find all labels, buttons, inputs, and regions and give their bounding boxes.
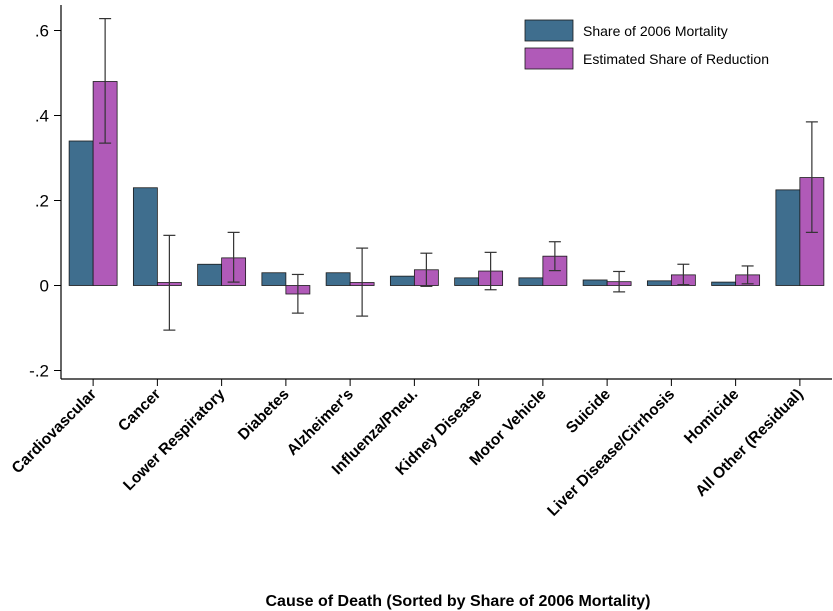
bar-mortality-5 — [389, 275, 415, 286]
error-bar-3 — [291, 273, 304, 314]
bar-mortality-2 — [197, 263, 223, 286]
error-bars-layer — [99, 18, 818, 331]
error-bar-7 — [548, 241, 561, 272]
legend-entry-0: Share of 2006 Mortality — [524, 19, 728, 42]
error-bar-5 — [420, 252, 433, 287]
bar-mortality-7 — [518, 277, 544, 286]
bar-mortality-6 — [454, 277, 480, 286]
legend: Share of 2006 Mortality Estimated Share o… — [524, 19, 769, 70]
error-bar-6 — [484, 251, 497, 291]
category-label-0: Cardiovascular — [9, 386, 100, 477]
y-tick-label-4: .6 — [35, 22, 49, 41]
category-label-9: Liver Disease/Cirrhosis — [544, 386, 678, 520]
y-tick-label-3: .4 — [35, 107, 49, 126]
error-bar-1 — [163, 234, 176, 331]
bar-mortality-10 — [711, 281, 737, 286]
category-label-1: Cancer — [115, 386, 164, 435]
legend-label-1: Estimated Share of Reduction — [583, 51, 769, 67]
category-label-11: All Other (Residual) — [692, 386, 806, 500]
legend-swatch-0 — [524, 19, 574, 42]
bar-mortality-4 — [325, 272, 351, 286]
error-bar-4 — [356, 247, 369, 317]
error-bar-8 — [613, 270, 626, 293]
bar-mortality-0 — [68, 140, 94, 286]
error-bar-2 — [227, 231, 240, 283]
error-bar-10 — [741, 265, 754, 285]
error-bar-9 — [677, 263, 690, 286]
bar-mortality-9 — [646, 280, 672, 286]
y-tick-label-2: .2 — [35, 192, 49, 211]
error-bar-0 — [99, 18, 112, 144]
bar-mortality-11 — [775, 189, 801, 286]
category-label-10: Homicide — [681, 386, 743, 448]
bar-mortality-1 — [132, 187, 158, 286]
y-tick-label-1: 0 — [40, 277, 49, 296]
bar-mortality-8 — [582, 279, 608, 286]
legend-label-0: Share of 2006 Mortality — [583, 23, 728, 39]
bars-layer — [68, 81, 825, 295]
category-label-8: Suicide — [563, 386, 614, 437]
x-axis-title: Cause of Death (Sorted by Share of 2006 … — [266, 593, 651, 610]
y-tick-label-0: -.2 — [29, 362, 49, 381]
legend-swatch-1 — [524, 47, 574, 70]
bar-mortality-3 — [261, 272, 287, 286]
legend-entry-1: Estimated Share of Reduction — [524, 47, 769, 70]
error-bar-11 — [805, 121, 818, 233]
category-label-3: Diabetes — [235, 386, 293, 444]
